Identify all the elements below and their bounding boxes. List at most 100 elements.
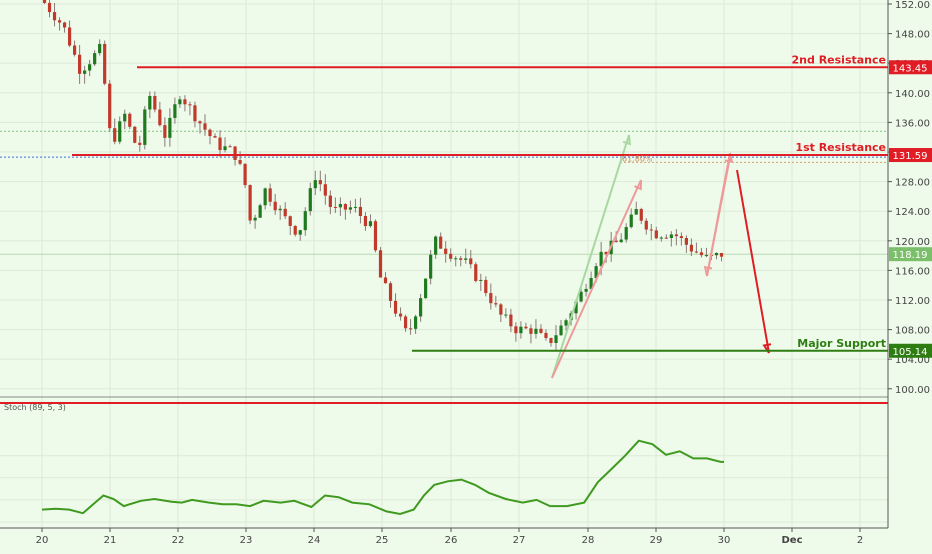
- candle-body: [258, 205, 262, 218]
- candle-body: [158, 109, 162, 126]
- candle-body: [494, 303, 498, 305]
- candle-body: [188, 104, 192, 106]
- price-tick-label: 108.00: [895, 326, 930, 337]
- candle-body: [57, 20, 62, 23]
- candle-body: [599, 251, 603, 267]
- candle-body: [203, 123, 207, 130]
- projected-drop-arrow: [736, 169, 770, 354]
- candle-body: [323, 184, 327, 196]
- candle-body: [193, 105, 197, 122]
- candle-body: [168, 117, 172, 138]
- candle-body: [358, 206, 363, 216]
- candle-body: [624, 227, 628, 240]
- candlesticks: [42, 0, 724, 352]
- candle-body: [368, 221, 373, 227]
- candle-body: [479, 279, 483, 281]
- candle-body: [699, 252, 704, 256]
- candle-body: [52, 12, 57, 21]
- candle-body: [298, 230, 302, 235]
- candle-body: [103, 43, 107, 84]
- candle-body: [72, 45, 77, 55]
- time-tick-label: 28: [582, 535, 595, 546]
- candle-body: [634, 209, 638, 215]
- stoch-label: Stoch (89, 5, 3): [4, 403, 66, 412]
- price-axis-panel: [888, 0, 932, 550]
- candle-body: [228, 146, 232, 148]
- candle-body: [439, 236, 443, 249]
- candle-body: [539, 328, 543, 333]
- price-tick-label: 136.00: [895, 118, 930, 129]
- candle-body: [338, 204, 342, 208]
- time-tick-label: 24: [308, 535, 321, 546]
- candle-body: [614, 240, 618, 243]
- candle-body: [98, 43, 102, 54]
- candle-body: [42, 0, 47, 3]
- candle-body: [198, 121, 202, 124]
- price-tag-label: 143.45: [893, 63, 928, 74]
- candle-body: [594, 266, 598, 279]
- candle-body: [353, 206, 358, 208]
- price-tag-label: 105.14: [893, 347, 928, 358]
- time-tick-label: 27: [513, 535, 526, 546]
- candle-body: [509, 314, 513, 327]
- candle-body: [559, 325, 563, 336]
- candle-body: [62, 22, 67, 28]
- candle-body: [278, 208, 282, 211]
- price-tag-label: 118.19: [893, 250, 928, 261]
- time-tick-label: 2: [857, 535, 863, 546]
- candle-body: [163, 125, 167, 138]
- candle-body: [393, 300, 398, 314]
- candle-body: [444, 248, 448, 254]
- fib-label: 61.80%: [622, 154, 653, 163]
- candle-body: [519, 326, 523, 334]
- candle-body: [679, 236, 683, 238]
- candle-body: [113, 128, 117, 142]
- candle-body: [619, 239, 623, 243]
- candle-body: [138, 142, 142, 145]
- candle-body: [644, 220, 648, 230]
- level-label: 1st Resistance: [795, 141, 886, 154]
- candle-body: [208, 129, 212, 137]
- candle-body: [604, 251, 608, 255]
- level-label: 2nd Resistance: [792, 53, 886, 66]
- price-tick-label: 124.00: [895, 207, 930, 218]
- time-tick-label: 30: [718, 535, 731, 546]
- candle-body: [118, 121, 122, 142]
- candle-body: [273, 201, 277, 211]
- candle-body: [263, 188, 267, 206]
- price-tick-label: 104.00: [895, 355, 930, 366]
- candle-body: [123, 113, 127, 122]
- price-tick-label: 148.00: [895, 30, 930, 41]
- candle-body: [544, 332, 548, 339]
- candle-body: [704, 255, 709, 257]
- candle-body: [348, 207, 353, 210]
- candle-body: [564, 320, 568, 326]
- candle-body: [47, 2, 52, 13]
- candle-body: [93, 53, 97, 65]
- pullback-arrow-head: [703, 265, 713, 277]
- candle-body: [333, 206, 337, 208]
- level-label: Major Support: [797, 337, 886, 350]
- candle-body: [248, 185, 252, 221]
- candle-body: [434, 236, 438, 255]
- candle-body: [88, 64, 92, 71]
- candle-body: [589, 278, 593, 289]
- candle-body: [223, 146, 227, 151]
- candle-body: [253, 217, 257, 221]
- price-tick-label: 140.00: [895, 89, 930, 100]
- candle-body: [328, 195, 332, 207]
- candle-body: [574, 301, 578, 314]
- candle-body: [133, 126, 137, 143]
- candle-body: [469, 258, 473, 265]
- candle-body: [383, 277, 388, 284]
- candle-body: [153, 95, 157, 110]
- candle-body: [474, 264, 478, 281]
- candle-body: [579, 291, 583, 302]
- candle-body: [489, 293, 493, 304]
- candle-body: [719, 252, 724, 257]
- rebound-arrow: [706, 152, 731, 277]
- candle-body: [303, 211, 307, 231]
- time-tick-label: Dec: [781, 535, 802, 546]
- candle-body: [419, 298, 423, 317]
